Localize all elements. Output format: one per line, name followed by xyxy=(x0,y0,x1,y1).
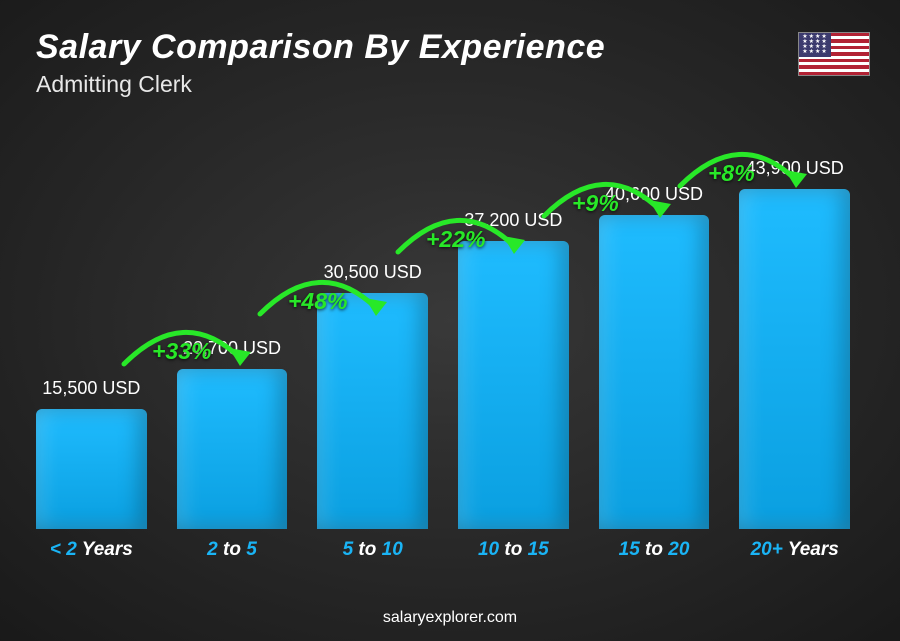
bar xyxy=(36,409,147,529)
bar xyxy=(317,293,428,529)
bar-value-label: 37,200 USD xyxy=(464,210,562,231)
bar-group: 15,500 USD 20,700 USD 30,500 USD 37,200 USD… xyxy=(36,149,850,529)
usa-flag-icon: ★★★★★★★★★★★★★★★★ xyxy=(798,32,870,76)
bar xyxy=(599,215,710,529)
bar xyxy=(177,369,288,529)
bar-value-label: 15,500 USD xyxy=(42,378,140,399)
x-axis-label: 15 to 20 xyxy=(599,539,710,561)
bar-column: 20,700 USD xyxy=(177,338,288,529)
bar-column: 15,500 USD xyxy=(36,378,147,529)
chart-title: Salary Comparison By Experience xyxy=(36,28,605,67)
bar-value-label: 20,700 USD xyxy=(183,338,281,359)
bar xyxy=(458,241,569,529)
x-axis-label: 5 to 10 xyxy=(317,539,428,561)
x-axis-label: 10 to 15 xyxy=(458,539,569,561)
bar-value-label: 40,600 USD xyxy=(605,184,703,205)
bar-column: 43,900 USD xyxy=(739,158,850,529)
footer-attribution: salaryexplorer.com xyxy=(0,609,900,627)
chart-area: 15,500 USD 20,700 USD 30,500 USD 37,200 USD… xyxy=(36,120,850,561)
infographic-container: Salary Comparison By Experience Admittin… xyxy=(0,0,900,641)
bar-value-label: 43,900 USD xyxy=(746,158,844,179)
bar-value-label: 30,500 USD xyxy=(324,262,422,283)
bar-column: 40,600 USD xyxy=(599,184,710,529)
x-axis-label: 20+ Years xyxy=(739,539,850,561)
chart-subtitle: Admitting Clerk xyxy=(36,71,605,98)
bar-column: 30,500 USD xyxy=(317,262,428,529)
header-block: Salary Comparison By Experience Admittin… xyxy=(36,28,605,98)
bar xyxy=(739,189,850,529)
bar-column: 37,200 USD xyxy=(458,210,569,529)
x-axis: < 2 Years 2 to 5 5 to 10 10 to 15 15 to 20 20… xyxy=(36,539,850,561)
x-axis-label: 2 to 5 xyxy=(177,539,288,561)
x-axis-label: < 2 Years xyxy=(36,539,147,561)
